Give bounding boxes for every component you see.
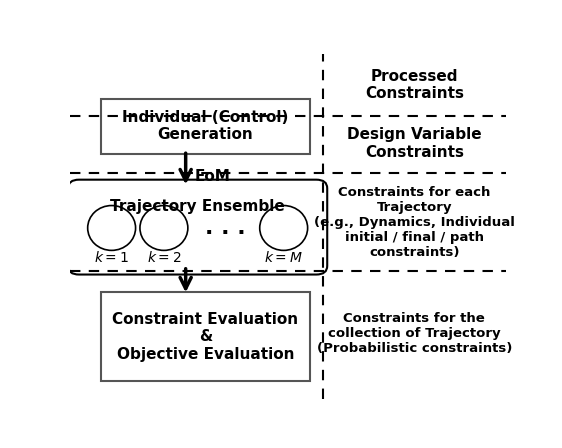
Text: Trajectory Ensemble: Trajectory Ensemble bbox=[110, 198, 285, 214]
Ellipse shape bbox=[88, 206, 135, 250]
Text: Constraints for the
collection of Trajectory
(Probabilistic constraints): Constraints for the collection of Trajec… bbox=[316, 312, 512, 355]
Text: . . .: . . . bbox=[205, 218, 245, 238]
FancyBboxPatch shape bbox=[68, 180, 327, 275]
Text: $k=M$: $k=M$ bbox=[264, 250, 303, 265]
Text: Individual (Control)
Generation: Individual (Control) Generation bbox=[122, 110, 288, 142]
Text: $k=2$: $k=2$ bbox=[147, 250, 181, 265]
Ellipse shape bbox=[140, 206, 188, 250]
Text: Processed
Constraints: Processed Constraints bbox=[365, 69, 464, 101]
FancyBboxPatch shape bbox=[101, 292, 310, 382]
Text: Design Variable
Constraints: Design Variable Constraints bbox=[347, 127, 482, 159]
Ellipse shape bbox=[260, 206, 307, 250]
Text: EoM: EoM bbox=[194, 169, 230, 184]
Text: Constraint Evaluation
&
Objective Evaluation: Constraint Evaluation & Objective Evalua… bbox=[112, 312, 298, 362]
Text: Constraints for each
Trajectory
(e.g., Dynamics, Individual
initial / final / pa: Constraints for each Trajectory (e.g., D… bbox=[314, 186, 515, 259]
Text: $k=1$: $k=1$ bbox=[94, 250, 129, 265]
FancyBboxPatch shape bbox=[101, 99, 310, 154]
